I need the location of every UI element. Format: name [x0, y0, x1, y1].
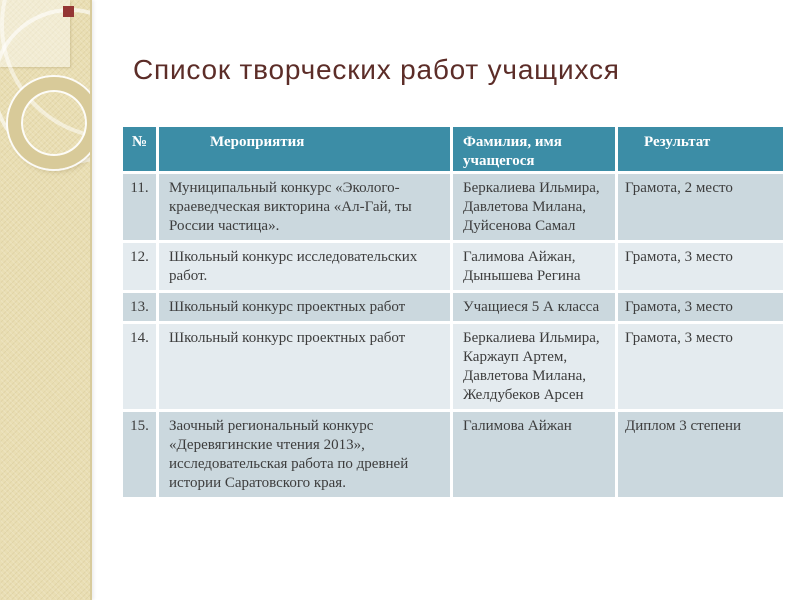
- cell-num: 12.: [123, 243, 156, 290]
- sidebar-decoration: [0, 0, 92, 600]
- cell-result: Грамота, 3 место: [618, 324, 783, 409]
- cell-students: Учащиеся 5 А класса: [453, 293, 615, 321]
- cell-num: 15.: [123, 412, 156, 497]
- column-header-event: Мероприятия: [159, 127, 450, 171]
- cell-num: 14.: [123, 324, 156, 409]
- table-row: 13. Школьный конкурс проектных работ Учащи…: [123, 293, 783, 321]
- cell-event: Школьный конкурс исследовательских работ…: [159, 243, 450, 290]
- page-title: Список творческих работ учащихся: [133, 54, 620, 85]
- cell-event: Школьный конкурс проектных работ: [159, 293, 450, 321]
- table-body: 11. Муниципальный конкурс «Эколого-краеве…: [123, 174, 783, 497]
- cell-students: Беркалиева Ильмира, Каржауп Артем, Давле…: [453, 324, 615, 409]
- table-row: 14. Школьный конкурс проектных работ Берка…: [123, 324, 783, 409]
- table-row: 12. Школьный конкурс исследовательских ра…: [123, 243, 783, 290]
- works-table: № Мероприятия Фамилия, имя учащегося Рез…: [120, 124, 786, 500]
- cell-result: Грамота, 2 место: [618, 174, 783, 240]
- cell-event: Муниципальный конкурс «Эколого-краеведче…: [159, 174, 450, 240]
- header-row: № Мероприятия Фамилия, имя учащегося Рез…: [123, 127, 783, 171]
- cell-event: Школьный конкурс проектных работ: [159, 324, 450, 409]
- cell-students: Галимова Айжан: [453, 412, 615, 497]
- accent-square-icon: [63, 6, 74, 17]
- column-header-students: Фамилия, имя учащегося: [453, 127, 615, 171]
- cell-students: Галимова Айжан, Дынышева Регина: [453, 243, 615, 290]
- cell-result: Диплом 3 степени: [618, 412, 783, 497]
- cell-students: Беркалиева Ильмира, Давлетова Милана, Ду…: [453, 174, 615, 240]
- table-row: 11. Муниципальный конкурс «Эколого-краеве…: [123, 174, 783, 240]
- cell-result: Грамота, 3 место: [618, 243, 783, 290]
- cell-result: Грамота, 3 место: [618, 293, 783, 321]
- column-header-num: №: [123, 127, 156, 171]
- column-header-result: Результат: [618, 127, 783, 171]
- cell-num: 13.: [123, 293, 156, 321]
- cell-num: 11.: [123, 174, 156, 240]
- cell-event: Заочный региональный конкурс «Деревягинс…: [159, 412, 450, 497]
- decorative-ring-icon: [8, 77, 90, 169]
- table-header: № Мероприятия Фамилия, имя учащегося Рез…: [123, 127, 783, 171]
- table-row: 15. Заочный региональный конкурс «Деревяг…: [123, 412, 783, 497]
